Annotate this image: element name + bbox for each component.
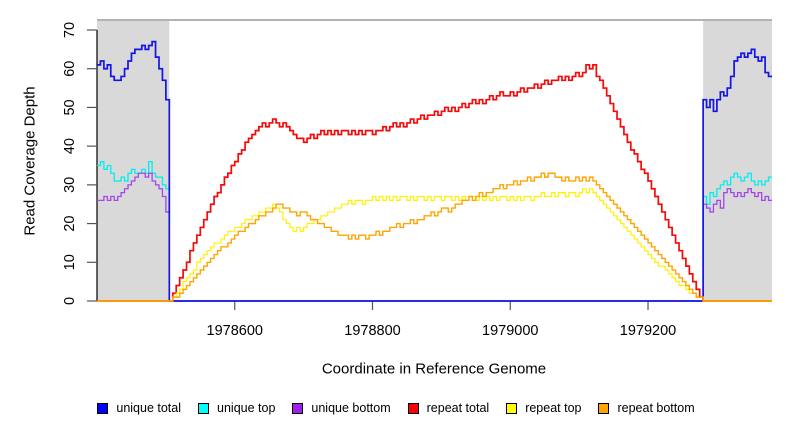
legend-swatch-unique-bottom xyxy=(292,402,304,414)
x-axis-title: Coordinate in Reference Genome xyxy=(321,360,547,378)
legend-label: unique bottom xyxy=(311,401,391,415)
legend-item-unique-top: unique top xyxy=(198,401,275,415)
legend-label: repeat top xyxy=(525,401,582,415)
y-axis-title: Read Coverage Depth xyxy=(21,86,39,236)
y-tick-label: 30 xyxy=(62,177,78,193)
legend-item-unique-total: unique total xyxy=(97,401,181,415)
y-tick-label: 50 xyxy=(62,99,78,115)
series-path-unique-bottom xyxy=(97,172,772,302)
series-path-repeat-total xyxy=(97,63,772,302)
legend-swatch-repeat-top xyxy=(506,402,518,414)
series-path-unique-top xyxy=(97,160,772,302)
y-tick-label: 60 xyxy=(62,61,78,77)
legend: unique total unique top unique bottom repea… xyxy=(0,399,792,417)
series-path-repeat-top xyxy=(97,188,772,302)
y-tick-label: 40 xyxy=(62,138,78,154)
plot-area: 1978600 1978800 1979000 1979200 0 10 20 30 40 50 6… xyxy=(62,19,772,339)
series-path-repeat-bottom xyxy=(97,172,772,302)
legend-swatch-unique-top xyxy=(198,402,210,414)
legend-label: repeat bottom xyxy=(617,401,695,415)
x-tick-label: 1979000 xyxy=(482,323,538,339)
legend-item-repeat-top: repeat top xyxy=(506,401,581,415)
x-tick-label: 1979200 xyxy=(620,323,676,339)
legend-swatch-repeat-bottom xyxy=(598,402,610,414)
y-tick-label: 0 xyxy=(62,297,78,305)
x-tick-label: 1978800 xyxy=(344,323,400,339)
legend-swatch-repeat-total xyxy=(407,402,419,414)
legend-label: unique top xyxy=(217,401,276,415)
series-path-unique-total xyxy=(97,40,772,302)
y-tick-label: 70 xyxy=(62,22,78,38)
shaded-region-right xyxy=(703,21,772,301)
shaded-region-left xyxy=(97,21,170,301)
legend-item-repeat-bottom: repeat bottom xyxy=(598,401,695,415)
y-tick-label: 10 xyxy=(62,254,78,270)
legend-item-repeat-total: repeat total xyxy=(407,401,490,415)
legend-item-unique-bottom: unique bottom xyxy=(292,401,391,415)
legend-label: unique total xyxy=(116,401,182,415)
x-tick-label: 1978600 xyxy=(207,323,263,339)
legend-label: repeat total xyxy=(426,401,490,415)
legend-swatch-unique-total xyxy=(97,402,109,414)
y-tick-label: 20 xyxy=(62,216,78,232)
